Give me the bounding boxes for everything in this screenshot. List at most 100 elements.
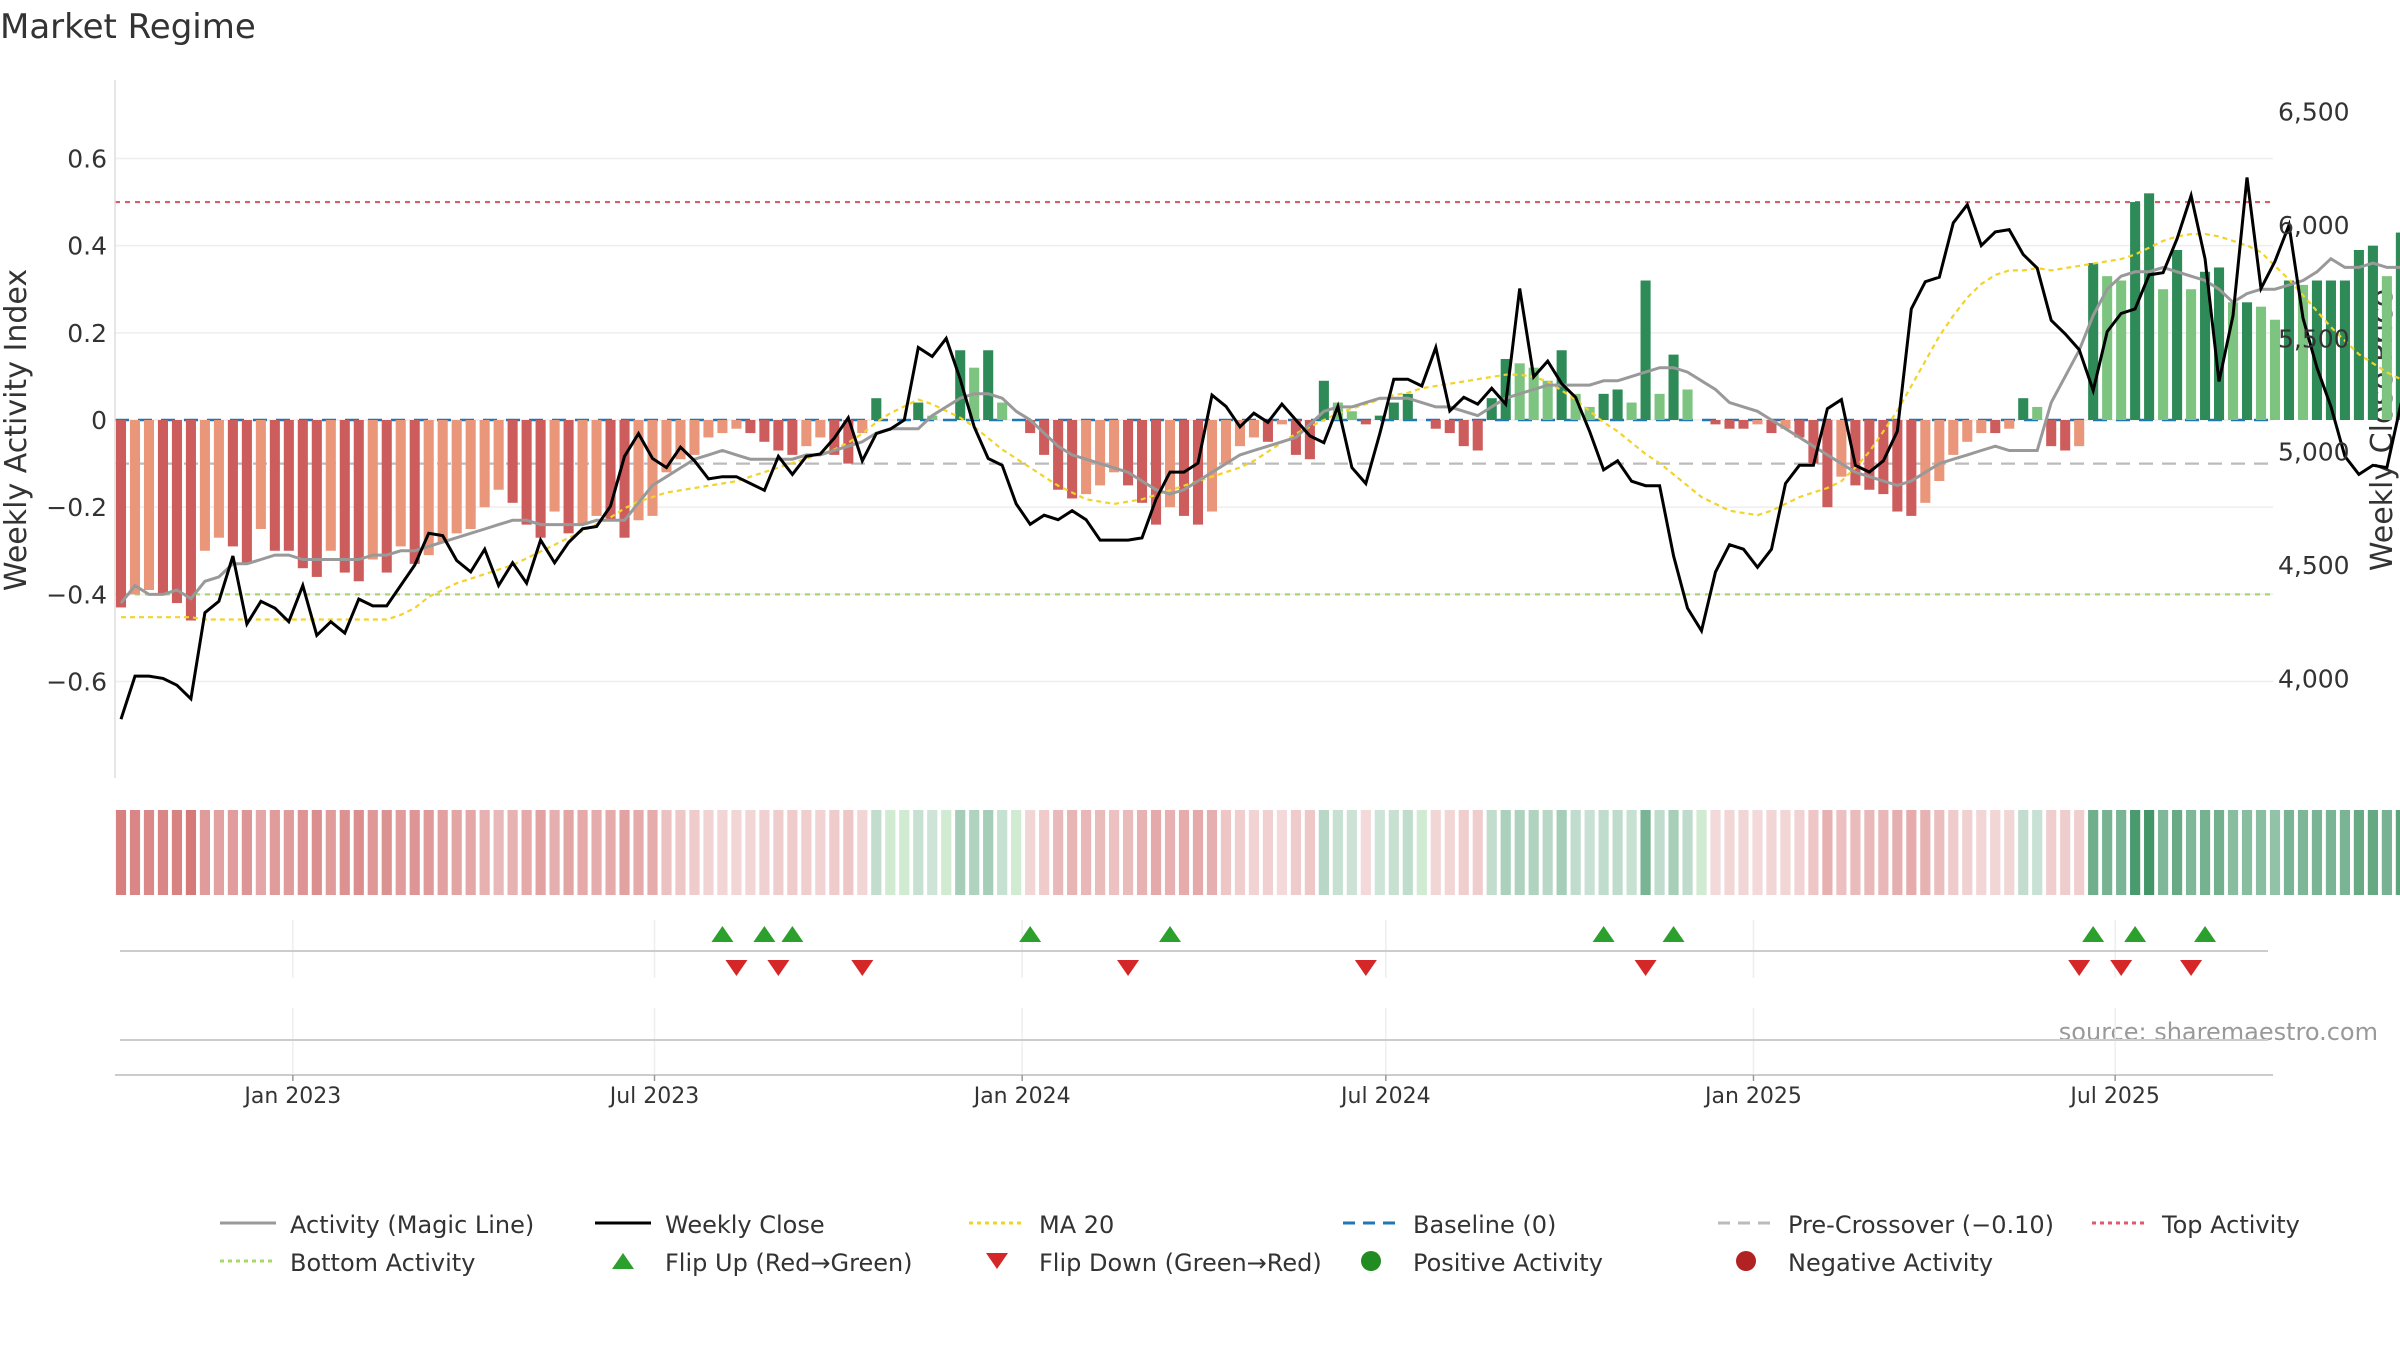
activity-bar [675,420,686,460]
regime-cell [1304,810,1315,895]
regime-cell [955,810,966,895]
activity-bar [409,420,420,564]
regime-cell [983,810,994,895]
regime-cell [1976,810,1987,895]
regime-cell [1318,810,1329,895]
activity-bar [437,420,448,543]
regime-cell [1864,810,1875,895]
flip-up-marker [753,926,776,942]
legend-flip-up-icon [612,1253,634,1269]
activity-bar [1612,389,1623,420]
activity-bar [1304,420,1315,460]
regime-cell [507,810,518,895]
activity-bar [1724,420,1735,429]
regime-cell [115,810,127,895]
flip-up-marker [1159,926,1182,942]
regime-cell [591,810,602,895]
legend-label: MA 20 [1039,1211,1114,1239]
flip-down-marker [851,960,874,976]
legend-label: Top Activity [2161,1211,2300,1239]
activity-bar [1626,402,1637,420]
source-text: source: sharemaestro.com [2059,1018,2378,1046]
regime-cell [1248,810,1260,895]
regime-cell [171,810,183,895]
regime-cell [1067,810,1078,895]
activity-bar [2074,420,2085,447]
activity-bar [983,350,994,420]
activity-bar [1081,420,1092,495]
x-tick-label: Jan 2024 [972,1084,1071,1109]
activity-bar [773,420,784,451]
regime-cell [1822,810,1833,895]
regime-cell [1332,810,1343,895]
activity-bar [353,420,364,582]
activity-bar [1109,420,1120,473]
weekly-close-line [119,177,2400,720]
activity-bar [1654,393,1665,420]
activity-bar [1850,420,1861,486]
y2-tick-label: 5,000 [2278,438,2350,467]
legend-label: Flip Down (Green→Red) [1039,1249,1322,1277]
activity-bar [2116,280,2127,420]
regime-cell [1486,810,1497,895]
regime-cell [1458,810,1469,895]
activity-bar [801,420,812,447]
activity-bar [731,420,742,429]
regime-cell [1192,810,1204,895]
regime-cell [1682,810,1693,895]
regime-cell [2353,810,2365,895]
regime-cell [451,810,462,895]
regime-cell [2241,810,2253,895]
regime-cell [563,810,574,895]
regime-cell [2102,810,2113,895]
activity-bar [1067,420,1078,499]
activity-bar [2172,250,2183,420]
legend-label: Baseline (0) [1413,1211,1556,1239]
activity-bar [2032,406,2043,420]
activity-bar [2018,398,2029,420]
regime-cell [1990,810,2001,895]
axes: −0.6 −0.4 −0.2 0 0.2 0.4 0.6 4,000 4,500 5,000 5,5… [46,80,2350,778]
flip-down-marker [725,960,748,976]
regime-cell [297,810,308,895]
regime-cell [787,810,798,895]
regime-cell [843,810,854,895]
activity-bar [2228,302,2239,420]
flip-markers-panel [120,926,2268,1041]
regime-cell [2060,810,2071,895]
regime-cell [2381,810,2392,895]
activity-bar [199,420,210,551]
activity-bar [1025,420,1036,434]
regime-cell [1276,810,1288,895]
activity-bar [1402,393,1413,420]
activity-bar [591,420,602,516]
regime-cell [1374,810,1385,895]
flip-up-marker [2194,926,2217,942]
regime-cell [1948,810,1959,895]
regime-cell [241,810,252,895]
regime-cell [227,810,238,895]
regime-cell [2297,810,2309,895]
activity-bar [2339,280,2350,420]
activity-bar [1053,420,1064,490]
series-lines [119,177,2400,720]
activity-bar [2395,232,2400,420]
y2-tick-label: 5,500 [2278,324,2350,353]
legend-label: Bottom Activity [290,1249,475,1277]
activity-bar [1934,420,1945,482]
regime-cell [815,810,826,895]
regime-cell [1150,810,1162,895]
activity-bar [1276,420,1287,425]
activity-bar [171,420,182,604]
activity-bar [605,420,616,521]
regime-cell [2255,810,2267,895]
regime-cell [2004,810,2015,895]
activity-bar [1388,402,1399,420]
regime-cell [283,810,294,895]
regime-cell [269,810,280,895]
regime-cell [1710,810,1721,895]
activity-bar [549,420,560,512]
y-axis-label: Weekly Activity Index [0,269,34,591]
regime-cell [1626,810,1637,895]
magic-line [119,256,2400,605]
